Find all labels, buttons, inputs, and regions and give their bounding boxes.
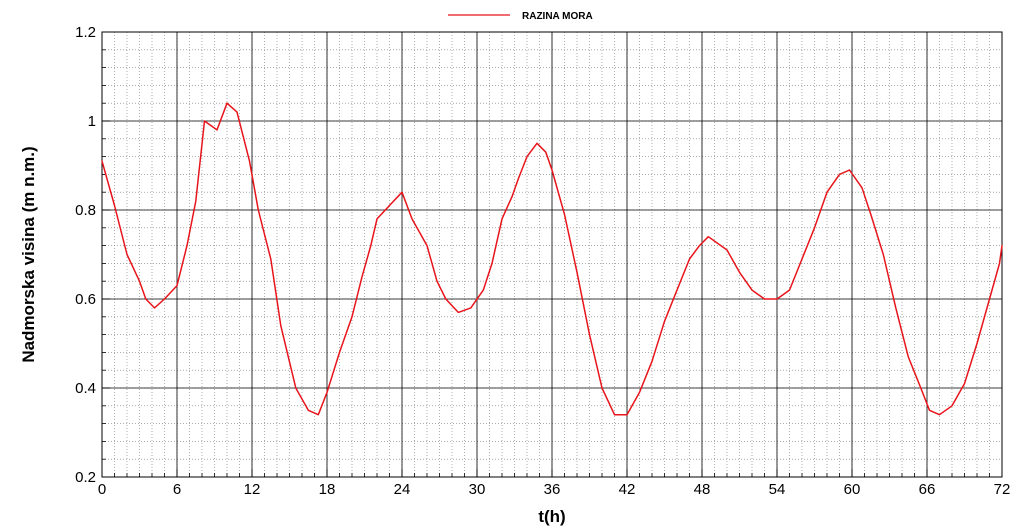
x-tick-label: 42 — [619, 481, 636, 498]
legend-label: RAZINA MORA — [522, 11, 593, 22]
x-tick-label: 24 — [394, 481, 411, 498]
x-tick-label: 48 — [694, 481, 711, 498]
y-tick-labels: 0.2 0.4 0.6 0.8 1 1.2 — [75, 24, 96, 486]
x-axis-title: t(h) — [538, 507, 565, 526]
y-tick-label: 0.4 — [75, 380, 96, 397]
x-tick-label: 36 — [544, 481, 561, 498]
x-tick-label: 12 — [244, 481, 261, 498]
y-tick-label: 1 — [88, 113, 96, 130]
x-tick-label: 6 — [173, 481, 181, 498]
x-tick-label: 66 — [919, 481, 936, 498]
axis-ticks — [101, 31, 1003, 478]
series-layer — [101, 102, 1003, 416]
y-tick-label: 1.2 — [75, 24, 96, 41]
x-tick-label: 30 — [469, 481, 486, 498]
major-grid — [102, 32, 1002, 477]
y-tick-label: 0.8 — [75, 202, 96, 219]
x-tick-label: 72 — [994, 481, 1011, 498]
y-axis-title: Nadmorska visina (m n.m.) — [19, 146, 38, 362]
y-tick-label: 0.2 — [75, 469, 96, 486]
series-line — [101, 102, 1003, 416]
x-tick-labels: 0 6 12 18 24 30 36 42 48 54 60 66 72 — [98, 481, 1011, 498]
x-tick-label: 18 — [319, 481, 336, 498]
x-tick-label: 60 — [844, 481, 861, 498]
y-tick-label: 0.6 — [75, 291, 96, 308]
x-tick-label: 54 — [769, 481, 786, 498]
x-tick-label: 0 — [98, 481, 106, 498]
legend: RAZINA MORA — [448, 11, 593, 22]
